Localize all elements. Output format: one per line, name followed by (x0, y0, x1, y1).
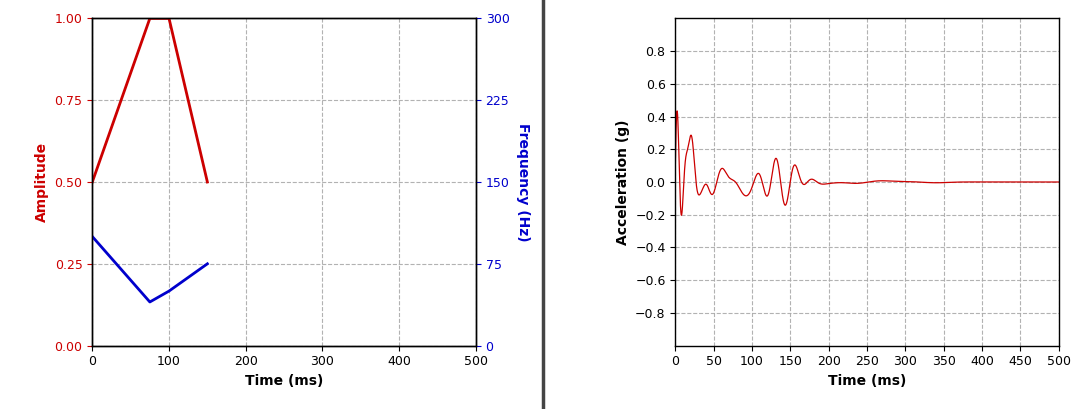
Y-axis label: Frequency (Hz): Frequency (Hz) (516, 123, 530, 241)
X-axis label: Time (ms): Time (ms) (245, 374, 324, 388)
Y-axis label: Amplitude: Amplitude (35, 142, 49, 222)
Y-axis label: Acceleration (g): Acceleration (g) (616, 119, 630, 245)
X-axis label: Time (ms): Time (ms) (828, 374, 906, 388)
